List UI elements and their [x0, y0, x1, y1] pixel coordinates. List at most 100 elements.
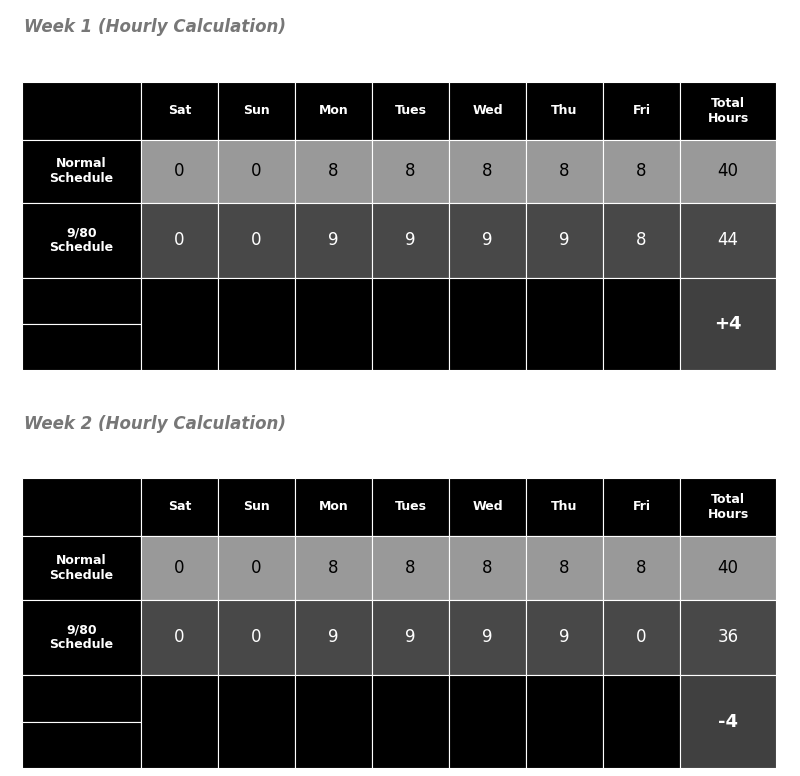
Text: 9: 9 [482, 231, 493, 249]
Bar [295, 536, 372, 600]
Text: 9: 9 [559, 231, 570, 249]
Text: Sat: Sat [168, 501, 191, 514]
Bar [526, 140, 603, 203]
Text: Sun: Sun [243, 501, 270, 514]
Bar [526, 278, 603, 370]
Bar [141, 478, 218, 536]
Text: 0: 0 [251, 559, 262, 577]
Bar [680, 82, 776, 140]
Bar [680, 140, 776, 203]
Bar [372, 478, 449, 536]
Text: 0: 0 [251, 629, 262, 646]
Bar [526, 600, 603, 675]
Bar [22, 140, 141, 203]
Text: Mon: Mon [318, 501, 348, 514]
Bar [22, 278, 141, 324]
Bar [526, 478, 603, 536]
Bar [22, 722, 141, 768]
Text: 36: 36 [718, 629, 738, 646]
Bar [218, 675, 295, 768]
Bar [603, 675, 680, 768]
Bar [526, 82, 603, 140]
Bar [680, 675, 776, 768]
Bar [22, 203, 141, 278]
Bar [218, 140, 295, 203]
Bar [680, 278, 776, 370]
Bar [526, 675, 603, 768]
Bar [141, 600, 218, 675]
Text: 0: 0 [174, 231, 185, 249]
Bar [603, 600, 680, 675]
Bar [449, 278, 526, 370]
Text: Tues: Tues [394, 501, 426, 514]
Text: 0: 0 [174, 559, 185, 577]
Bar [449, 140, 526, 203]
Bar [218, 478, 295, 536]
Text: Fri: Fri [633, 501, 650, 514]
Bar [603, 82, 680, 140]
Text: 8: 8 [328, 162, 338, 180]
Bar [603, 203, 680, 278]
Bar [22, 82, 141, 140]
Text: 9/80
Schedule: 9/80 Schedule [50, 623, 114, 652]
Text: 9: 9 [559, 629, 570, 646]
Text: 8: 8 [406, 162, 416, 180]
Text: Total
Hours: Total Hours [707, 97, 749, 125]
Text: Sun: Sun [243, 104, 270, 117]
Bar [22, 324, 141, 370]
Text: 8: 8 [559, 559, 570, 577]
Text: 8: 8 [482, 559, 493, 577]
Text: Week 2 (Hourly Calculation): Week 2 (Hourly Calculation) [24, 415, 286, 433]
Text: Thu: Thu [551, 104, 578, 117]
Bar [295, 140, 372, 203]
Bar [526, 536, 603, 600]
Bar [295, 675, 372, 768]
Bar [680, 478, 776, 536]
Bar [372, 203, 449, 278]
Text: +4: +4 [714, 315, 742, 333]
Bar [526, 203, 603, 278]
Text: 8: 8 [328, 559, 338, 577]
Bar [449, 675, 526, 768]
Bar [141, 203, 218, 278]
Bar [372, 140, 449, 203]
Text: Sat: Sat [168, 104, 191, 117]
Bar [603, 278, 680, 370]
Text: Total
Hours: Total Hours [707, 493, 749, 521]
Bar [372, 536, 449, 600]
Bar [22, 675, 141, 722]
Text: 9: 9 [328, 231, 338, 249]
Bar [141, 536, 218, 600]
Text: Wed: Wed [472, 501, 503, 514]
Text: 9: 9 [482, 629, 493, 646]
Text: Thu: Thu [551, 501, 578, 514]
Text: 0: 0 [251, 231, 262, 249]
Bar [218, 82, 295, 140]
Bar [372, 82, 449, 140]
Bar [141, 82, 218, 140]
Bar [295, 278, 372, 370]
Bar [295, 82, 372, 140]
Bar [22, 536, 141, 600]
Bar [449, 203, 526, 278]
Text: 8: 8 [406, 559, 416, 577]
Text: 44: 44 [718, 231, 738, 249]
Bar [449, 536, 526, 600]
Text: 8: 8 [636, 162, 647, 180]
Text: -4: -4 [718, 712, 738, 730]
Bar [372, 600, 449, 675]
Text: Normal
Schedule: Normal Schedule [50, 158, 114, 185]
Text: 8: 8 [482, 162, 493, 180]
Bar [603, 140, 680, 203]
Bar [218, 203, 295, 278]
Bar [449, 478, 526, 536]
Text: 8: 8 [636, 231, 647, 249]
Bar [141, 140, 218, 203]
Bar [141, 278, 218, 370]
Bar [295, 478, 372, 536]
Text: 9: 9 [406, 231, 416, 249]
Bar [295, 203, 372, 278]
Text: 8: 8 [636, 559, 647, 577]
Text: Mon: Mon [318, 104, 348, 117]
Text: 8: 8 [559, 162, 570, 180]
